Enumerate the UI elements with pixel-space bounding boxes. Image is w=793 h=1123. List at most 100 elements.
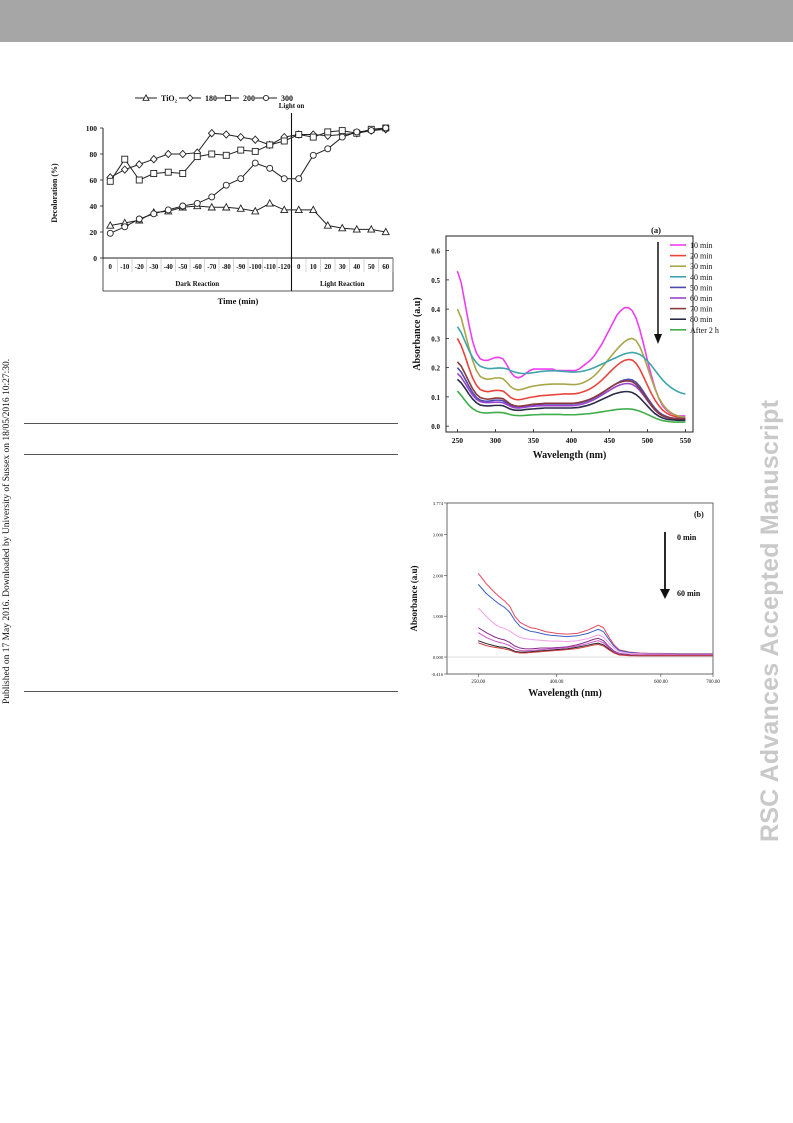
y-tick-label-2: 0.2 — [431, 365, 440, 373]
y-tick-label-5: 0.5 — [431, 277, 440, 285]
x-tick-label-0: 250 — [452, 436, 464, 445]
time-arrow-head — [660, 589, 670, 599]
y-tick-label-3: 60 — [90, 176, 98, 185]
y-tick-label-3: 1.000 — [433, 614, 444, 619]
series-3-point-16 — [338, 133, 346, 141]
x-tick-label-11: -110 — [264, 264, 277, 271]
y-tick-label-4: 80 — [90, 150, 98, 159]
x-tick-label-4: 450 — [604, 436, 616, 445]
series-3-point-19 — [382, 124, 390, 132]
series-1-point-9 — [236, 132, 245, 142]
series-0-point-8 — [222, 202, 231, 211]
series-2-point-2 — [135, 176, 143, 184]
x-tick-label-2: -20 — [135, 264, 145, 271]
x-tick-label-5: -50 — [178, 264, 188, 271]
y-tick-label-0: 0.0 — [431, 423, 440, 431]
series-3-point-15 — [324, 145, 332, 153]
table-top-rule — [24, 423, 398, 424]
series-3-point-3 — [150, 210, 158, 218]
series-2-point-4 — [164, 168, 172, 176]
x-tick-label-7: -70 — [207, 264, 217, 271]
legend-label-2: 30 min — [690, 262, 712, 271]
series-line-2 — [456, 308, 686, 419]
series-2-point-7 — [208, 150, 216, 158]
series-0-point-14 — [309, 205, 318, 214]
region-label-light: Light Reaction — [320, 280, 365, 288]
series-3-point-1 — [121, 223, 129, 231]
x-tick-label-16: 30 — [339, 264, 346, 271]
series-3-point-10 — [251, 159, 259, 167]
y-tick-label-3: 0.3 — [431, 335, 440, 343]
x-tick-label-5: 500 — [642, 436, 654, 445]
x-tick-label-6: 550 — [680, 436, 692, 445]
accepted-manuscript-watermark: RSC Advances Accepted Manuscript — [756, 399, 784, 842]
x-tick-label-18: 50 — [368, 264, 375, 271]
legend-label-3: 40 min — [690, 273, 712, 282]
legend-arrow-head — [654, 334, 662, 344]
y-tick-label-6: 0.6 — [431, 248, 440, 256]
series-line-3 — [110, 127, 386, 234]
series-line-1 — [456, 338, 686, 419]
series-1-point-1 — [120, 165, 129, 174]
series-0-point-15 — [323, 220, 332, 229]
x-tick-label-14: 10 — [310, 264, 317, 271]
series-0-point-19 — [381, 227, 390, 236]
region-label-dark: Dark Reaction — [175, 280, 219, 288]
series-line-6 — [478, 642, 713, 657]
light-on-label: Light on — [279, 102, 305, 110]
legend-marker-2 — [224, 94, 232, 102]
absorbance-chart-a: 0.0 0.1 0.2 0.3 0.4 0.5 0.6 250 300 350 400 450 500 5… — [412, 225, 719, 461]
series-1-point-8 — [222, 130, 231, 139]
x-tick-label-9: -90 — [236, 264, 246, 271]
legend-label-1: 20 min — [690, 252, 712, 261]
series-1-point-4 — [164, 149, 173, 159]
series-0-point-13 — [294, 205, 303, 214]
series-0-point-18 — [367, 224, 376, 233]
x-tick-label-2: 350 — [528, 436, 540, 445]
series-3-point-8 — [222, 181, 230, 189]
y-axis-title: Absorbance (a.u) — [409, 565, 419, 631]
y-tick-label-5: 100 — [86, 124, 98, 133]
x-tick-label-12: -120 — [278, 264, 291, 271]
series-0-point-0 — [106, 220, 115, 229]
series-0-point-12 — [280, 205, 289, 214]
series-2-point-5 — [179, 170, 187, 177]
series-3-point-18 — [367, 127, 375, 135]
legend-marker-3 — [262, 94, 270, 102]
plot-frame — [445, 235, 694, 433]
series-1-point-5 — [178, 149, 187, 159]
x-tick-label-13: 0 — [297, 264, 301, 271]
y-tick-label-1: 0.1 — [431, 394, 440, 402]
table-header-rule — [24, 454, 398, 455]
legend-label-6: 70 min — [690, 305, 712, 314]
x-tick-label-3: -30 — [149, 264, 159, 271]
legend-label-0: 10 min — [690, 241, 712, 250]
x-tick-label-1: 300 — [490, 436, 502, 445]
y-tick-label-5: -0.416 — [431, 672, 443, 677]
x-tick-label-6: -60 — [193, 264, 203, 271]
plot-frame — [446, 502, 714, 675]
table-bottom-rule — [24, 691, 398, 692]
legend-label-5: 60 min — [690, 294, 712, 303]
legend-marker-1 — [186, 94, 194, 102]
series-2-point-12 — [280, 137, 288, 145]
series-line-3 — [456, 326, 686, 395]
panel-label-a: (a) — [651, 225, 661, 235]
annotation-start-time: 0 min — [677, 533, 697, 542]
series-1-point-7 — [207, 128, 216, 138]
legend-label-8: After 2 h — [690, 326, 719, 335]
published-download-line: Published on 17 May 2016. Downloaded by … — [2, 358, 12, 704]
series-2-point-6 — [193, 153, 201, 161]
series-2-point-14 — [309, 133, 317, 141]
x-tick-label-3: 400 — [566, 436, 578, 445]
series-3-point-13 — [295, 175, 303, 183]
series-line-2 — [477, 607, 713, 656]
x-tick-label-8: -80 — [222, 264, 232, 271]
series-0-point-10 — [251, 206, 260, 215]
series-3-point-7 — [208, 193, 216, 201]
series-2-point-15 — [324, 128, 332, 136]
y-tick-label-4: 0.000 — [433, 655, 444, 660]
annotation-end-time: 60 min — [677, 589, 701, 598]
series-2-point-8 — [222, 151, 230, 159]
series-2-point-16 — [338, 127, 346, 135]
